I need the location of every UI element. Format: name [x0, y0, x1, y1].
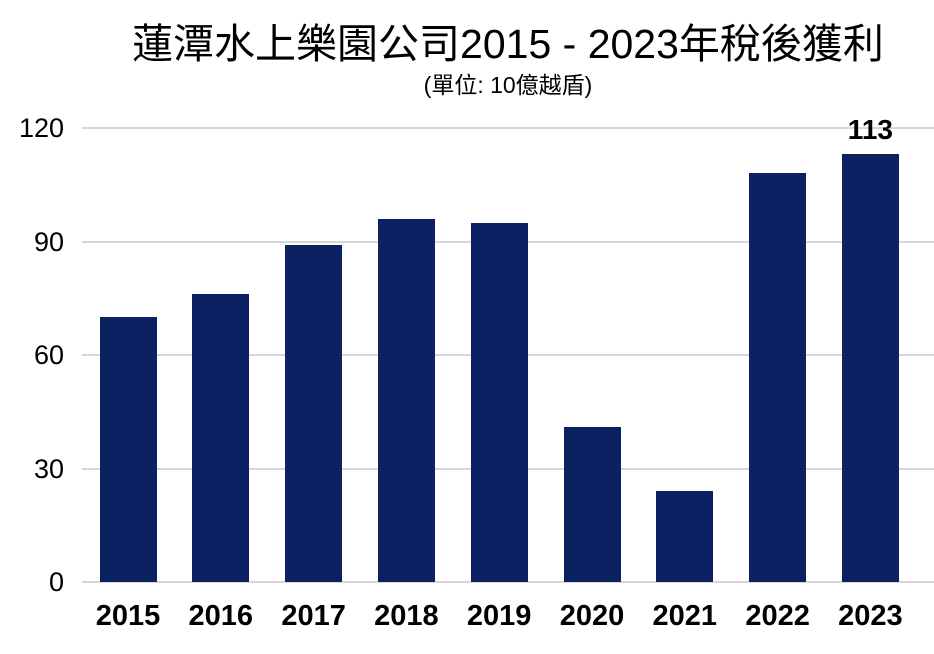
bar-2021 — [656, 491, 714, 582]
y-axis-label-90: 90 — [33, 226, 64, 257]
plot-area: 113 — [82, 114, 934, 583]
chart-title: 蓮潭水上樂園公司2015 - 2023年稅後獲利 — [132, 21, 884, 67]
x-axis-label-2019: 2019 — [466, 600, 532, 632]
gridline-120 — [82, 127, 934, 129]
gridline-0 — [82, 581, 934, 583]
bar-2017 — [285, 245, 343, 582]
y-axis-label-120: 120 — [18, 113, 64, 143]
x-axis-label-2016: 2016 — [188, 600, 254, 632]
bar-2023 — [841, 154, 899, 582]
x-axis-label-2015: 2015 — [95, 600, 161, 632]
bar-2018 — [377, 218, 435, 582]
bar-2022 — [749, 173, 807, 582]
y-axis-label-60: 60 — [33, 340, 64, 370]
x-axis-label-2017: 2017 — [281, 600, 346, 632]
x-axis-label-2021: 2021 — [652, 600, 718, 632]
y-axis-label-30: 30 — [33, 453, 64, 484]
bar-2015 — [99, 317, 157, 582]
chart-subtitle: (單位: 10億越盾) — [423, 72, 593, 98]
x-axis-label-2023: 2023 — [838, 600, 903, 632]
bar-2020 — [563, 426, 621, 582]
bar-2016 — [192, 294, 250, 582]
y-axis-label-0: 0 — [48, 567, 64, 597]
bar-2019 — [470, 222, 528, 582]
x-axis-label-2020: 2020 — [559, 600, 625, 632]
x-axis-label-2022: 2022 — [745, 600, 810, 632]
x-axis-label-2018: 2018 — [374, 600, 439, 632]
data-label-2023: 113 — [847, 114, 893, 146]
